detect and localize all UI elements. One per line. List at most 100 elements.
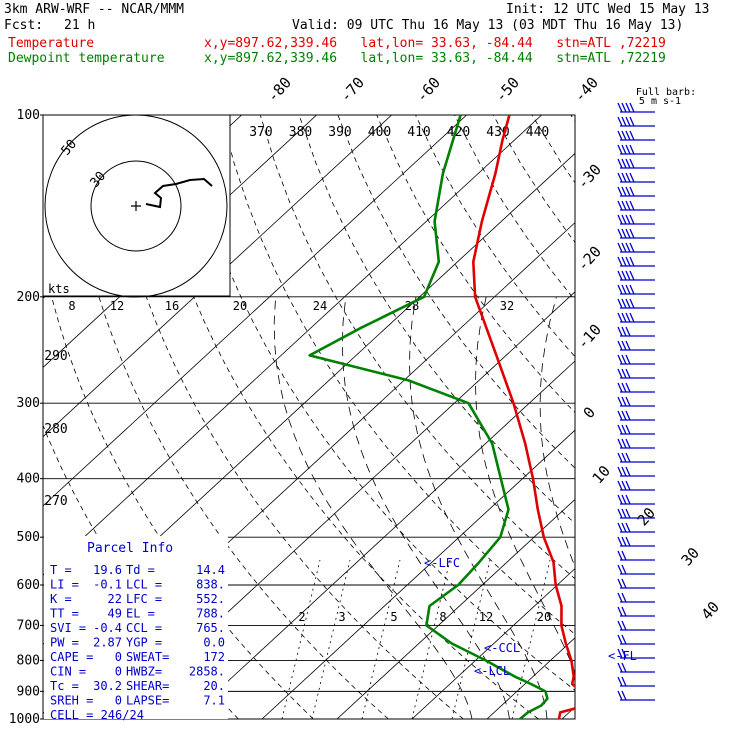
parcel-value: 172: [203, 650, 225, 664]
parcel-label: CIN =: [50, 665, 86, 679]
wind-barb-feather: [621, 606, 627, 617]
wind-barb: [617, 116, 655, 127]
moist-adiabat-line: [341, 296, 510, 719]
parcel-label: T =: [50, 563, 72, 577]
isotherm-line: [411, 568, 575, 719]
wind-barb-feather: [625, 312, 631, 323]
wind-barb-feather: [629, 284, 635, 295]
wind-barb: [617, 438, 655, 449]
wind-barb: [617, 466, 655, 477]
wind-barb-feather: [621, 550, 627, 561]
wind-barb-feather: [617, 326, 623, 337]
wind-barb-feather: [629, 228, 635, 239]
isobar-label: 700: [17, 618, 40, 633]
wind-barb-feather: [625, 200, 631, 211]
isotherm-line: [712, 115, 740, 719]
isotherm-line: [186, 360, 575, 719]
wind-barb-feather: [617, 298, 623, 309]
wind-barb-feather: [621, 270, 627, 281]
wind-barb: [617, 172, 655, 183]
speed-tick-label: 16: [165, 299, 179, 313]
dry-adiabat-label: 270: [44, 494, 67, 509]
theta-label: 370: [249, 125, 272, 140]
wind-barb-feather: [629, 200, 635, 211]
isotherm-label: -40: [571, 74, 603, 106]
wind-barb-feather: [617, 396, 623, 407]
parcel-value: 0: [115, 650, 122, 664]
wind-barb-feather: [617, 690, 623, 701]
parcel-box-bg: [44, 536, 228, 719]
wind-barb-feather: [617, 382, 623, 393]
wind-barb-feather: [621, 340, 627, 351]
wind-barb-feather: [617, 550, 623, 561]
wind-barb-feather: [629, 256, 635, 267]
wind-barb-feather: [617, 592, 623, 603]
wind-barb-feather: [621, 172, 627, 183]
isobar-label: 900: [17, 684, 40, 699]
moist-adiabat-line: [409, 296, 548, 719]
valid-time: Valid: 09 UTC Thu 16 May 13 (03 MDT Thu …: [292, 18, 684, 33]
wind-barb: [617, 312, 655, 323]
isotherm-label: -50: [492, 74, 524, 106]
isobar-label: 300: [17, 396, 40, 411]
parcel-label: CAPE =: [50, 650, 93, 664]
wind-barb: [617, 368, 655, 379]
wind-barb: [617, 242, 655, 253]
wind-barb-feather: [629, 102, 635, 113]
wind-barb-feather: [617, 452, 623, 463]
parcel-info-box: Parcel Info T = 19.6 Td = 14.4 LI = -0.1 LCL = 8…: [44, 536, 228, 722]
parcel-label: K =: [50, 592, 72, 606]
parcel-value: 22: [108, 592, 122, 606]
isotherm-label: 20: [634, 504, 659, 529]
wind-barb-feather: [617, 130, 623, 141]
wind-barb-feather: [617, 368, 623, 379]
parcel-label: PW =: [50, 636, 79, 650]
wind-barb-feather: [625, 452, 631, 463]
wind-barb-feather: [621, 452, 627, 463]
dry-adiabat-line: [65, 115, 389, 719]
wind-barb-feather: [621, 522, 627, 533]
parcel-value: 20.: [203, 679, 225, 693]
temperature-location: x,y=897.62,339.46 lat,lon= 33.63, -84.44…: [204, 36, 666, 51]
wind-barb-feather: [621, 102, 627, 113]
dry-adiabat-line: [182, 115, 575, 691]
wind-barb-feather: [621, 480, 627, 491]
wind-barb-feather: [625, 424, 631, 435]
wind-barb: [617, 396, 655, 407]
wind-barb-feather: [617, 536, 623, 547]
dry-adiabat-line: [221, 115, 575, 635]
wind-barb-feather: [625, 326, 631, 337]
wind-barb-feather: [617, 466, 623, 477]
isotherm-label: 40: [698, 598, 723, 623]
mixing-ratio-label: 8: [439, 610, 446, 624]
wind-barb-feather: [617, 424, 623, 435]
parcel-label: LFC =: [126, 592, 162, 606]
wind-barb-feather: [629, 172, 635, 183]
parcel-title: Parcel Info: [87, 541, 173, 556]
theta-label: 390: [328, 125, 351, 140]
wind-barb-feather: [617, 340, 623, 351]
wind-barb-feather: [617, 508, 623, 519]
wind-barb-feather: [625, 130, 631, 141]
wind-barb: [617, 228, 655, 239]
wind-barb-feather: [629, 298, 635, 309]
wind-barb-feather: [617, 438, 623, 449]
wind-key-label: Full barb:: [636, 87, 696, 98]
wind-barb-feather: [621, 256, 627, 267]
speed-tick-label: 32: [500, 299, 514, 313]
moist-adiabat-line: [664, 297, 699, 719]
wind-barb: [617, 522, 655, 533]
dry-adiabat-label: 280: [44, 422, 67, 437]
parcel-value: -0.4: [93, 621, 122, 635]
wind-barb-feather: [625, 214, 631, 225]
forecast-hour: 21 h: [64, 18, 96, 33]
temperature-legend: Temperature: [8, 36, 95, 51]
wind-barb-feather: [617, 410, 623, 421]
isotherm-line: [261, 429, 575, 719]
wind-barb: [617, 102, 655, 113]
wind-barb-feather: [617, 102, 623, 113]
parcel-value: 0: [115, 694, 122, 708]
wind-barb-feather: [617, 186, 623, 197]
wind-barb-feather: [617, 620, 623, 631]
